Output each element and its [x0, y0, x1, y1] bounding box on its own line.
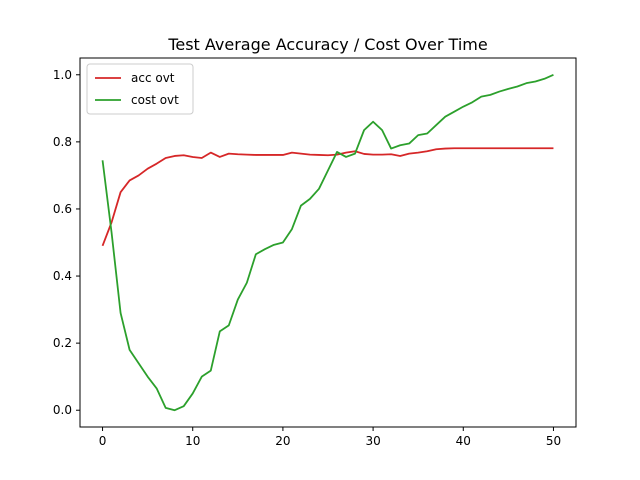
- x-tick-label: 50: [546, 434, 561, 448]
- plot-layer: [101, 73, 554, 412]
- y-tick-label: 0.4: [53, 269, 72, 283]
- y-tick-label: 0.8: [53, 135, 72, 149]
- x-tick-label: 0: [99, 434, 107, 448]
- axis-layer: 0 10 20 30 40 50 0.0 0.2 0.4 0.6 0.8 1.0: [53, 68, 561, 448]
- y-tick-label: 0.6: [53, 202, 72, 216]
- legend-box: [86, 63, 194, 115]
- x-tick-label: 20: [275, 434, 290, 448]
- y-tick-label: 1.0: [53, 68, 72, 82]
- series-line-cost-ovt: [101, 73, 554, 412]
- legend-label: acc ovt: [131, 71, 175, 85]
- legend: acc ovt cost ovt: [86, 63, 194, 115]
- plot-frame: [79, 57, 577, 428]
- y-tick-label: 0.2: [53, 336, 72, 350]
- legend-label: cost ovt: [131, 93, 179, 107]
- y-tick-label: 0.0: [53, 403, 72, 417]
- chart-title: Test Average Accuracy / Cost Over Time: [167, 35, 487, 54]
- x-tick-label: 10: [185, 434, 200, 448]
- x-tick-label: 40: [456, 434, 471, 448]
- series-line-acc-ovt: [101, 147, 554, 247]
- x-tick-label: 30: [365, 434, 380, 448]
